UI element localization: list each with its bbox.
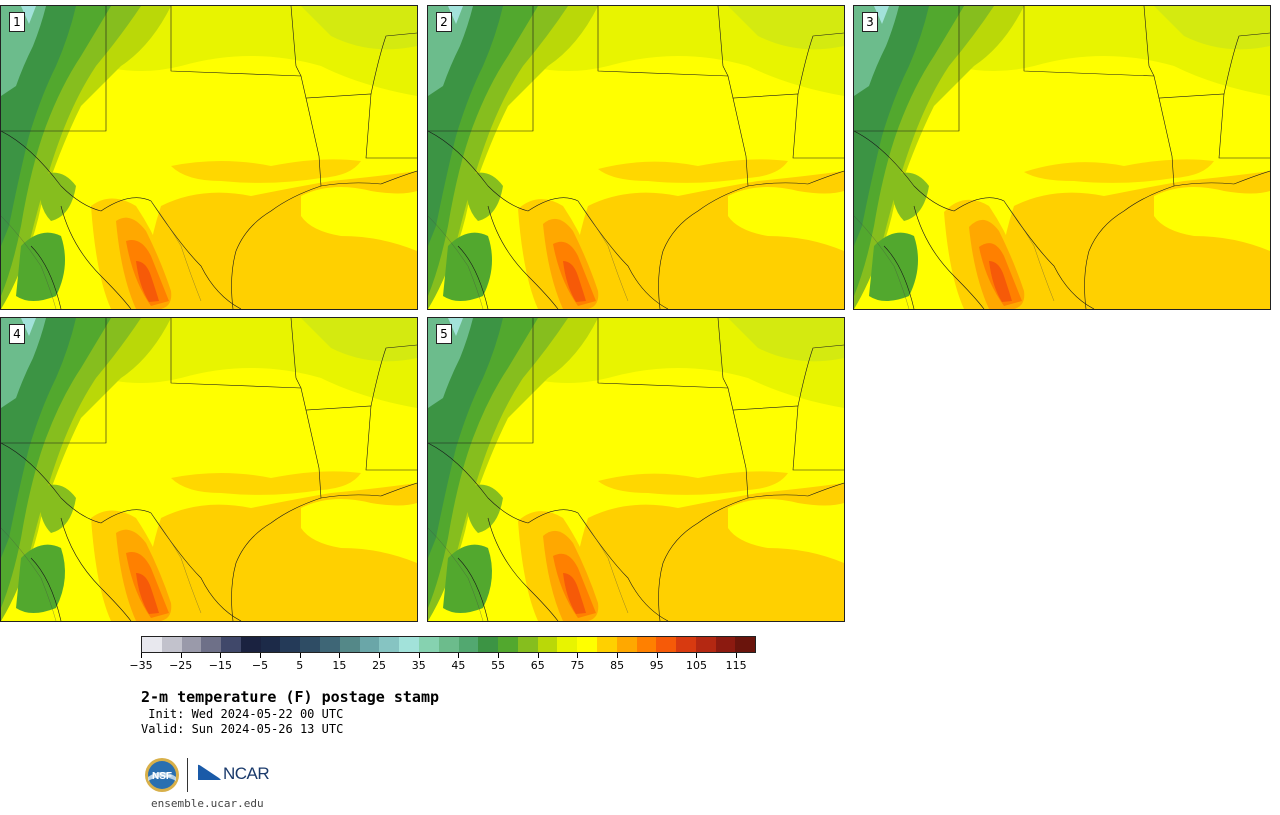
map-panel-4[interactable]: 4 (0, 317, 418, 622)
map-panel-3[interactable]: 3 (853, 5, 1271, 310)
colorbar-swatch (201, 637, 222, 652)
colorbar-tick-label: 5 (296, 659, 304, 672)
colorbar-tick-label: −35 (129, 659, 153, 672)
colorbar-swatch (339, 637, 360, 652)
colorbar-swatch (181, 637, 202, 652)
colorbar-swatch (636, 637, 657, 652)
plot-title: 2-m temperature (F) postage stamp (141, 688, 440, 706)
colorbar-tick-label: 55 (491, 659, 506, 672)
colorbar-swatch (478, 637, 499, 652)
colorbar-swatch (161, 637, 182, 652)
colorbar-tick (260, 653, 262, 658)
temperature-map (1, 6, 417, 309)
colorbar-swatch (438, 637, 459, 652)
svg-text:NSF: NSF (152, 771, 172, 782)
colorbar-swatch (142, 637, 162, 652)
colorbar-tick-label: 45 (451, 659, 466, 672)
colorbar-swatch (557, 637, 578, 652)
temperature-map (428, 6, 844, 309)
colorbar-tick-label: 25 (372, 659, 387, 672)
colorbar-tick-label: 85 (610, 659, 625, 672)
website-url[interactable]: ensemble.ucar.edu (151, 797, 264, 810)
colorbar-tick (537, 653, 539, 658)
temperature-map (428, 318, 844, 621)
colorbar-tick (498, 653, 500, 658)
colorbar-tick (339, 653, 341, 658)
panel-number-badge: 5 (436, 324, 452, 344)
panel-number-badge: 3 (862, 12, 878, 32)
logo-divider (187, 758, 188, 792)
colorbar-swatch (260, 637, 281, 652)
colorbar-swatch (735, 637, 756, 652)
colorbar-tick-label: 35 (411, 659, 426, 672)
temperature-map (1, 318, 417, 621)
map-panel-2[interactable]: 2 (427, 5, 845, 310)
temperature-colorbar (141, 636, 756, 653)
colorbar-tick (458, 653, 460, 658)
init-time: Init: Wed 2024-05-22 00 UTC (141, 707, 344, 721)
map-panel-5[interactable]: 5 (427, 317, 845, 622)
colorbar-swatch (498, 637, 518, 652)
colorbar-swatch (221, 637, 241, 652)
colorbar-tick (617, 653, 619, 658)
colorbar-tick (418, 653, 420, 658)
colorbar-tick (180, 653, 182, 658)
ncar-logo-icon (198, 763, 223, 781)
colorbar-tick (141, 653, 142, 658)
colorbar-tick-label: −25 (169, 659, 193, 672)
colorbar-tick-label: 95 (649, 659, 664, 672)
colorbar-swatch (656, 637, 677, 652)
colorbar-swatch (418, 637, 439, 652)
colorbar-tick-label: 115 (725, 659, 747, 672)
colorbar-tick (736, 653, 738, 658)
colorbar-tick-label: −15 (208, 659, 232, 672)
colorbar-swatch (695, 637, 716, 652)
colorbar-tick (696, 653, 698, 658)
nsf-logo-icon: NSF (145, 758, 179, 792)
colorbar-swatch (379, 637, 400, 652)
colorbar-swatch (300, 637, 321, 652)
colorbar-swatch (596, 637, 617, 652)
colorbar-swatch (458, 637, 479, 652)
colorbar-tick (656, 653, 658, 658)
valid-time: Valid: Sun 2024-05-26 13 UTC (141, 722, 344, 736)
colorbar-swatch (616, 637, 637, 652)
colorbar-tick-label: 75 (570, 659, 585, 672)
panel-number-badge: 4 (9, 324, 25, 344)
colorbar-tick (379, 653, 381, 658)
colorbar-swatch (715, 637, 736, 652)
colorbar-tick-label: 65 (530, 659, 545, 672)
ncar-logo-text: NCAR (223, 764, 270, 783)
colorbar-swatch (240, 637, 261, 652)
colorbar-swatch (577, 637, 597, 652)
colorbar-tick (220, 653, 222, 658)
colorbar-ticks: −35 −25 −15 −5 5 15 25 35 45 55 65 75 85 95 105 115 (129, 653, 756, 675)
colorbar-swatch (280, 637, 301, 652)
colorbar-tick (577, 653, 579, 658)
panel-number-badge: 2 (436, 12, 452, 32)
colorbar-swatch (517, 637, 538, 652)
colorbar-swatch (537, 637, 558, 652)
colorbar-tick (299, 653, 301, 658)
panel-number-badge: 1 (9, 12, 25, 32)
colorbar-swatch (676, 637, 696, 652)
colorbar-swatch (399, 637, 419, 652)
colorbar-swatch (359, 637, 380, 652)
temperature-map (854, 6, 1270, 309)
colorbar-swatch (320, 637, 340, 652)
colorbar-tick-label: −5 (251, 659, 269, 672)
map-panel-1[interactable]: 1 (0, 5, 418, 310)
colorbar-tick-label: 15 (332, 659, 347, 672)
colorbar-tick-label: 105 (685, 659, 707, 672)
